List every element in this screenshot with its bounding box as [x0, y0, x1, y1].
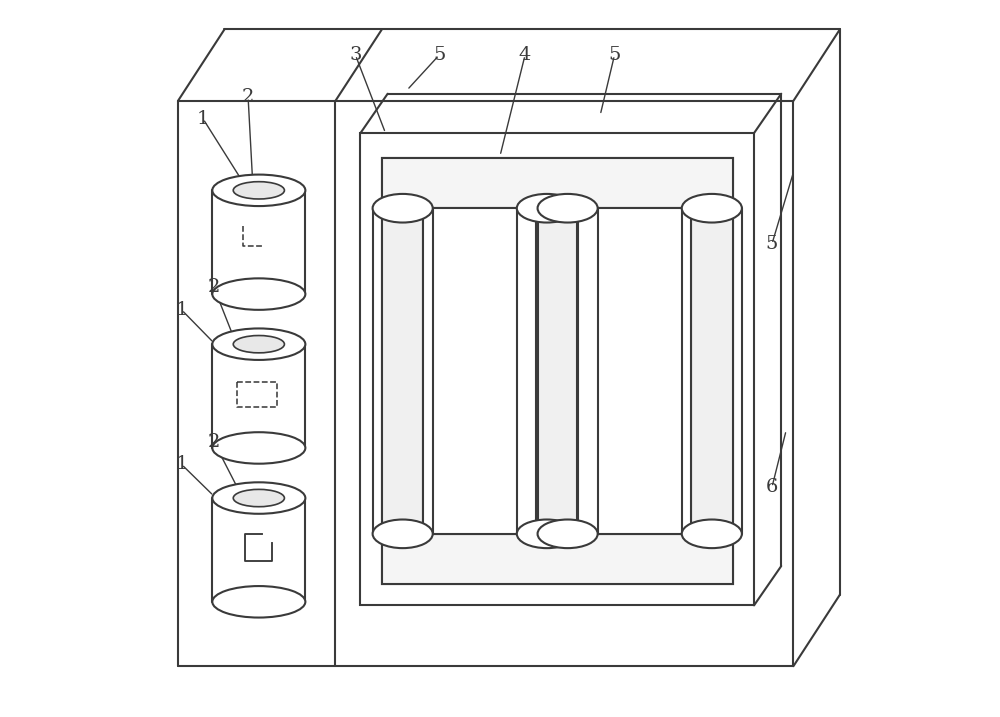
Text: 1: 1 [197, 110, 209, 128]
Ellipse shape [517, 520, 577, 548]
Text: 5: 5 [766, 235, 778, 253]
Ellipse shape [212, 432, 305, 464]
Bar [578, 208, 691, 534]
Text: 2: 2 [208, 278, 220, 296]
Text: 4: 4 [519, 46, 531, 64]
Bar [382, 158, 733, 208]
Bar [382, 534, 733, 584]
Ellipse shape [538, 520, 598, 548]
Bar [382, 208, 423, 534]
Ellipse shape [517, 194, 577, 222]
Text: 1: 1 [175, 455, 188, 473]
Bar [536, 208, 578, 534]
Bar [382, 158, 733, 584]
Text: 5: 5 [433, 46, 445, 64]
Ellipse shape [682, 520, 742, 548]
Ellipse shape [212, 483, 305, 514]
Ellipse shape [538, 194, 598, 222]
Ellipse shape [233, 181, 284, 199]
Text: 1: 1 [175, 301, 188, 319]
Text: 3: 3 [349, 46, 362, 64]
Ellipse shape [233, 490, 284, 507]
Ellipse shape [212, 586, 305, 617]
Bar [423, 208, 536, 534]
Bar [691, 208, 733, 534]
Ellipse shape [233, 336, 284, 353]
Ellipse shape [682, 194, 742, 222]
Ellipse shape [212, 174, 305, 206]
Text: 2: 2 [242, 88, 254, 106]
Ellipse shape [212, 278, 305, 310]
Ellipse shape [373, 520, 433, 548]
Text: 2: 2 [208, 432, 220, 450]
Ellipse shape [373, 194, 433, 222]
Text: 5: 5 [608, 46, 621, 64]
Bar [360, 133, 754, 605]
Text: 6: 6 [766, 478, 778, 496]
Ellipse shape [212, 328, 305, 360]
